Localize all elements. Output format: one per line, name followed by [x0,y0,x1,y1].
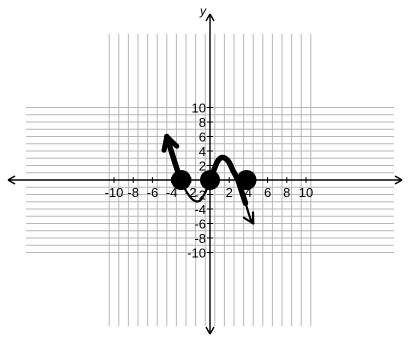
y-tick-label: 6 [199,130,206,145]
y-tick-label: 4 [199,144,206,159]
x-tick-label: -10 [105,185,124,200]
zero-points [171,170,257,190]
x-tick-label: 2 [226,185,233,200]
y-axis-top-arrow [205,13,215,22]
y-tick-label: 2 [199,159,206,174]
y-tick-label: -8 [194,231,206,246]
zero-point [171,170,192,190]
y-tick-label: -2 [194,188,206,203]
x-axis-right-arrow [394,175,403,185]
y-tick-label: -6 [194,217,206,232]
curve-arrowhead [161,134,180,153]
x-tick-label: -4 [166,185,178,200]
x-tick-label: -8 [127,185,139,200]
y-tick-label: 10 [192,101,206,116]
y-tick-label: -4 [194,202,206,217]
y-axis-bottom-arrow [205,326,215,335]
x-tick-label: 10 [299,185,313,200]
x-axis-left-arrow [7,175,16,185]
curve-arrowhead [242,211,255,225]
zero-point [200,170,220,190]
y-axis-label: y [199,4,207,18]
x-tick-label: -2 [185,185,197,200]
x-tick-label: -6 [147,185,159,200]
x-tick-label: 8 [283,185,290,200]
curve-thick-segment [210,154,249,206]
y-tick-label: 8 [199,115,206,130]
y-tick-label: -10 [187,246,206,261]
x-tick-label: 6 [264,185,271,200]
zero-point [236,170,257,190]
x-tick-label: 4 [245,185,252,200]
